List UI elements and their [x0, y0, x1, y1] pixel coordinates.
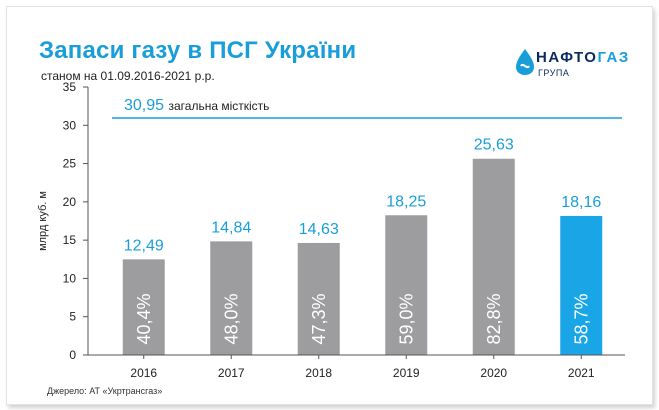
percent-label-2020: 82,8% — [484, 293, 504, 344]
y-tick-label: 0 — [69, 348, 76, 362]
value-label-2017: 14,84 — [211, 219, 251, 236]
x-tick-label-2019: 2019 — [393, 366, 420, 380]
chart-title: Запаси газу в ПСГ України — [39, 37, 357, 64]
percent-label-2019: 59,0% — [396, 293, 416, 344]
y-tick-label: 15 — [63, 233, 77, 247]
capacity-text: загальна місткість — [168, 99, 269, 113]
percent-label-2016: 40,4% — [134, 293, 154, 344]
value-label-2021: 18,16 — [561, 194, 601, 211]
x-tick-label-2021: 2021 — [568, 366, 595, 380]
y-tick-label: 20 — [63, 195, 77, 209]
source-note: Джерело: АТ «Укртрансгаз» — [47, 386, 163, 396]
value-label-2016: 12,49 — [124, 237, 164, 254]
bar-2020 — [472, 158, 515, 355]
bar-2018 — [297, 242, 340, 355]
value-label-2018: 14,63 — [299, 221, 339, 238]
x-tick-label-2018: 2018 — [305, 366, 332, 380]
bar-2016 — [122, 259, 165, 355]
bar-2019 — [385, 215, 428, 355]
drop-icon — [516, 49, 534, 75]
capacity-label: 30,95 загальна місткість — [124, 97, 269, 114]
bar-2021 — [560, 215, 603, 355]
capacity-reference: 30,95 загальна місткість — [112, 97, 622, 119]
bars: 12,49 40,4% 14,84 48,0% 14,63 47,3% 18,25 59,0%… — [122, 137, 603, 355]
naftogaz-logo: НАФТОГАЗ ГРУПА — [514, 47, 634, 83]
capacity-value: 30,95 — [124, 97, 168, 114]
bar-2017 — [210, 241, 253, 355]
percent-label-2018: 47,3% — [309, 293, 329, 344]
y-tick-label: 5 — [69, 310, 76, 324]
y-axis: 0 5 10 15 20 25 30 35 млрд куб. м — [37, 80, 89, 362]
y-tick-label: 35 — [63, 80, 77, 94]
percent-label-2017: 48,0% — [221, 293, 241, 344]
value-label-2020: 25,63 — [474, 137, 514, 154]
y-tick-label: 30 — [63, 118, 77, 132]
logo-subtitle: ГРУПА — [538, 68, 570, 78]
y-tick-label: 10 — [63, 271, 77, 285]
chart-subtitle: станом на 01.09.2016-2021 р.р. — [41, 69, 215, 83]
x-tick-label-2020: 2020 — [480, 366, 507, 380]
value-label-2019: 18,25 — [386, 193, 426, 210]
x-axis: 2016 2017 2018 2019 2020 2021 — [88, 354, 625, 380]
x-tick-label-2017: 2017 — [218, 366, 245, 380]
y-tick-label: 25 — [63, 157, 77, 171]
logo-wordmark: НАФТОГАЗ — [536, 49, 630, 66]
x-tick-label-2016: 2016 — [130, 366, 157, 380]
percent-label-2021: 58,7% — [571, 293, 591, 344]
y-axis-label: млрд куб. м — [37, 191, 49, 251]
